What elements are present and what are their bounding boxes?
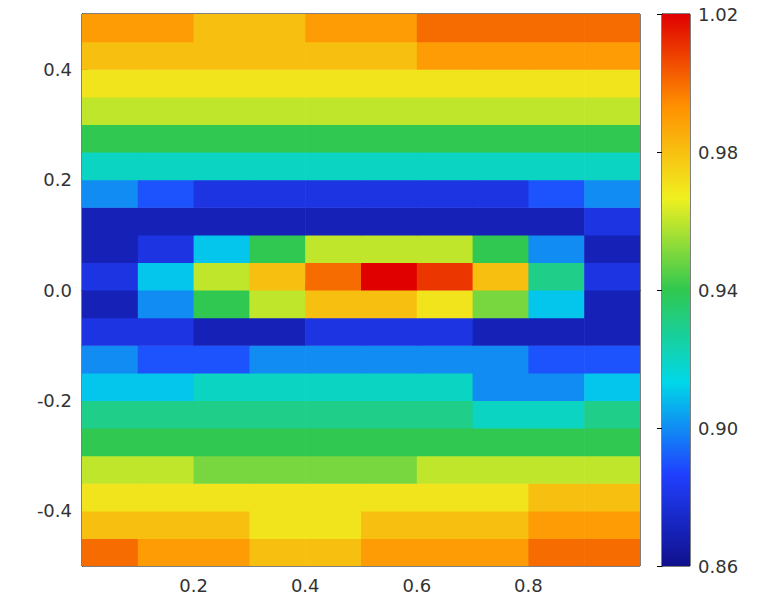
svg-text:0.4: 0.4 [43,59,72,80]
svg-text:0.0: 0.0 [43,280,72,301]
svg-text:0.98: 0.98 [698,142,738,163]
svg-text:0.2: 0.2 [179,575,208,596]
svg-text:1.02: 1.02 [698,4,738,25]
svg-text:0.94: 0.94 [698,280,738,301]
svg-text:0.6: 0.6 [402,575,431,596]
svg-text:0.90: 0.90 [698,418,738,439]
svg-text:0.4: 0.4 [291,575,320,596]
svg-text:0.2: 0.2 [43,169,72,190]
svg-text:-0.2: -0.2 [37,390,72,411]
svg-text:0.8: 0.8 [514,575,543,596]
svg-text:-0.4: -0.4 [37,500,72,521]
svg-text:0.86: 0.86 [698,556,738,577]
